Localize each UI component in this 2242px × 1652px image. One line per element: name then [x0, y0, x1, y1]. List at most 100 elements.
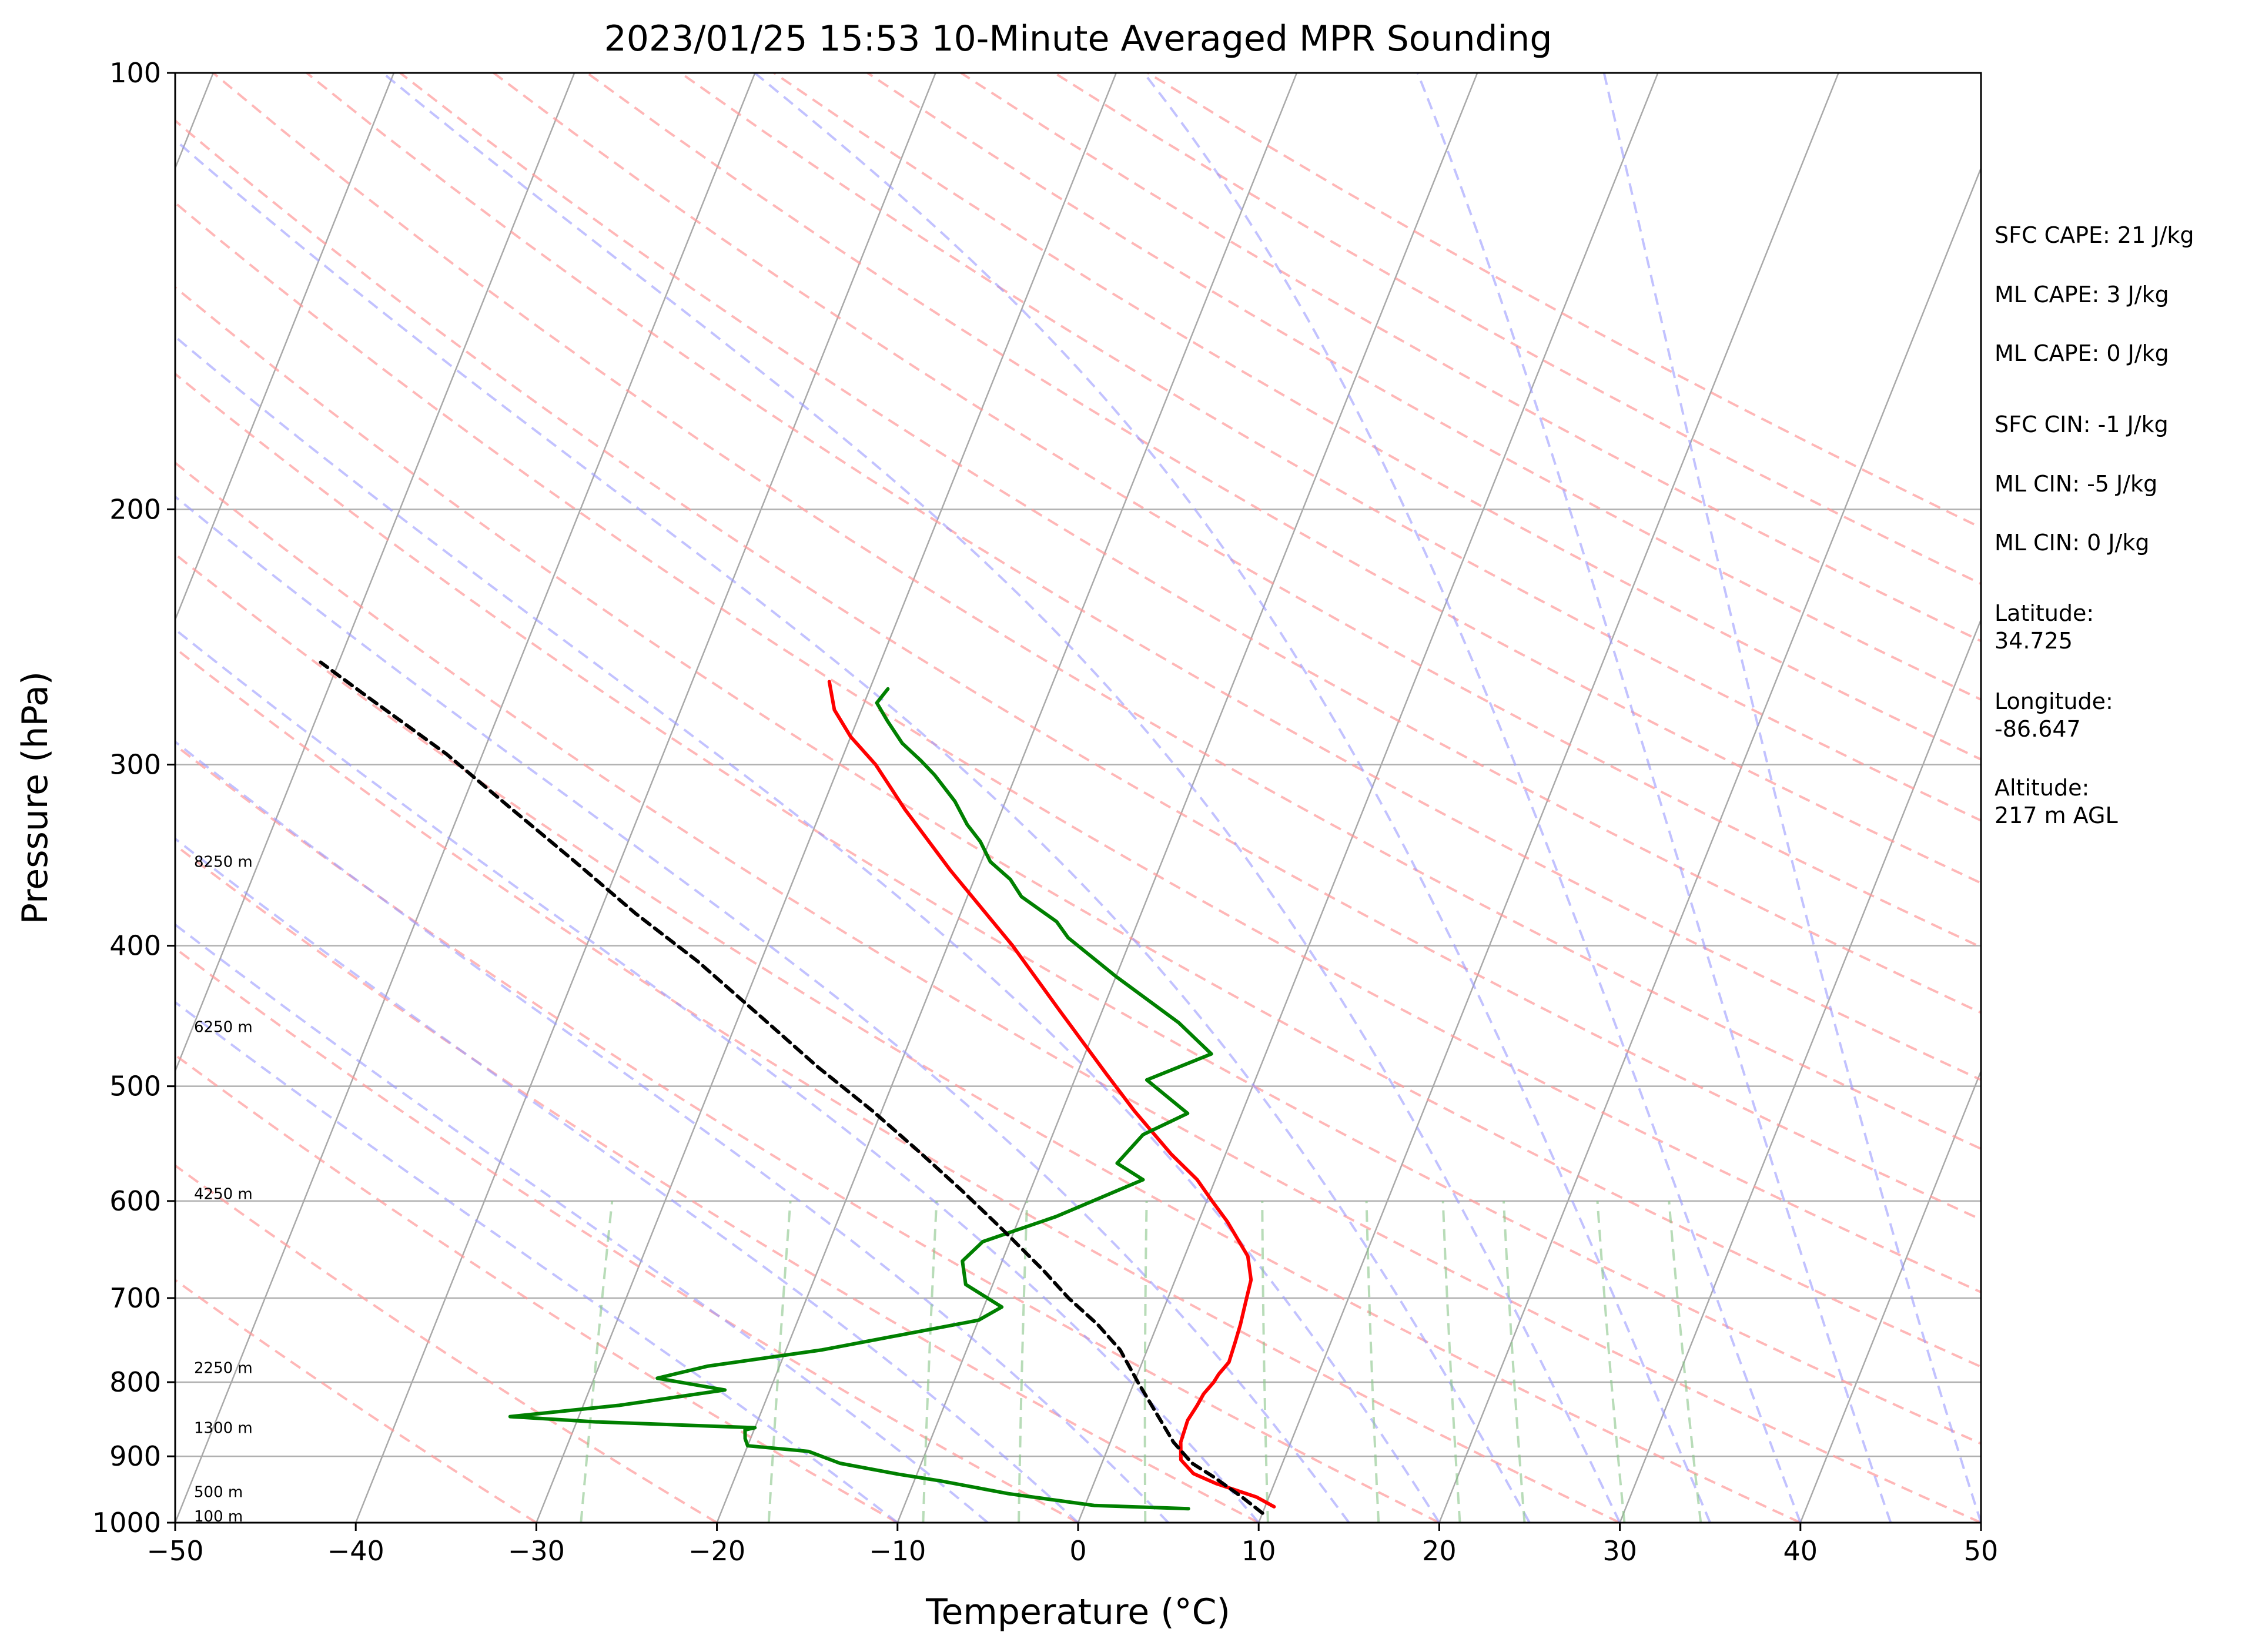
stat-label: ML CAPE: 0 J/kg	[1995, 340, 2169, 366]
height-label: 500 m	[194, 1483, 243, 1501]
x-axis: −50 −40 −30 −20 −10 0 10 20 30 40 50	[146, 1523, 1998, 1567]
moist-adiabat-line	[754, 73, 1712, 1523]
isotherm-line	[896, 73, 1478, 1523]
height-label: 6250 m	[194, 1019, 253, 1036]
dry-adiabat-line	[175, 372, 1981, 1445]
x-tick-label: 20	[1422, 1535, 1457, 1567]
moist-adiabat-line	[175, 628, 1260, 1523]
mixing-ratio-line	[580, 1200, 614, 1523]
chart-title: 2023/01/25 15:53 10-Minute Averaged MPR …	[604, 18, 1552, 59]
dry-adiabat-line	[175, 553, 1801, 1523]
isotherm-line	[536, 73, 1117, 1523]
y-tick-label: 100	[109, 57, 161, 89]
isotherm-line	[175, 73, 575, 1074]
stat-label: SFC CAPE: 21 J/kg	[1995, 222, 2194, 248]
moist-adiabat-line	[1602, 73, 1981, 1523]
location-value: 217 m AGL	[1995, 802, 2118, 828]
mixing-ratio-line	[1441, 1200, 1461, 1523]
location-value: -86.647	[1995, 716, 2081, 742]
isotherm-line	[1799, 1069, 1981, 1523]
y-tick-label: 600	[109, 1185, 161, 1217]
dry-adiabat-line	[175, 947, 1079, 1523]
x-tick-label: 0	[1069, 1535, 1086, 1567]
moist-adiabat-line	[1143, 73, 1802, 1523]
y-tick-label: 200	[109, 493, 161, 525]
mixing-ratio-line	[1018, 1200, 1029, 1523]
x-tick-label: −10	[869, 1535, 926, 1567]
dry-adiabat-line	[175, 461, 1981, 1523]
stat-label: ML CAPE: 3 J/kg	[1995, 282, 2169, 307]
y-tick-label: 1000	[92, 1507, 161, 1539]
isotherm-line	[1258, 73, 1839, 1523]
parcel-profile-line	[319, 660, 1264, 1515]
location-label: Altitude:	[1995, 775, 2089, 801]
stat-label: SFC CIN: -1 J/kg	[1995, 412, 2169, 437]
height-label: 8250 m	[194, 854, 253, 871]
stat-label: ML CIN: 0 J/kg	[1995, 530, 2149, 556]
dry-adiabat-line	[175, 1054, 898, 1523]
y-tick-label: 300	[109, 749, 161, 781]
moist-adiabat-line	[175, 837, 1079, 1523]
isotherm-line	[1619, 617, 1981, 1523]
x-axis-label: Temperature (°C)	[925, 1591, 1230, 1633]
mixing-ratio-line	[1668, 1200, 1702, 1523]
dry-adiabat-line	[175, 119, 1981, 1221]
y-tick-label: 800	[109, 1366, 161, 1398]
dry-adiabat-line	[175, 844, 1260, 1523]
dry-adiabat-line	[680, 73, 1981, 822]
stat-label: ML CIN: -5 J/kg	[1995, 471, 2157, 497]
dry-adiabat-line	[866, 73, 1981, 701]
location-label: Latitude:	[1995, 600, 2094, 626]
moist-adiabat-line	[175, 335, 1441, 1523]
mixing-ratio-line	[1365, 1200, 1380, 1523]
x-tick-label: 40	[1783, 1535, 1818, 1567]
dry-adiabat-line	[175, 286, 1981, 1369]
location-value: 34.725	[1995, 628, 2073, 654]
temperature-profile-line	[827, 680, 1276, 1509]
y-tick-label: 400	[109, 930, 161, 962]
dry-adiabat-line	[212, 73, 1981, 1151]
isotherm-line	[175, 73, 395, 622]
moist-adiabat-line	[175, 1001, 899, 1523]
height-label: 2250 m	[194, 1360, 253, 1377]
y-tick-label: 700	[109, 1282, 161, 1314]
x-tick-label: −20	[688, 1535, 745, 1567]
dry-adiabat-line	[306, 73, 1981, 1082]
isotherm-line	[1077, 73, 1659, 1523]
dewpoint-profile-line	[508, 687, 1213, 1511]
x-tick-label: 10	[1242, 1535, 1276, 1567]
dry-adiabat-line	[175, 1278, 537, 1523]
y-axis-label: Pressure (hPa)	[15, 671, 56, 924]
mixing-ratio-line	[1596, 1200, 1626, 1523]
dry-adiabat-line	[773, 73, 1981, 761]
stats-panel: SFC CAPE: 21 J/kg ML CAPE: 3 J/kg ML CAPE:…	[1995, 222, 2194, 828]
x-tick-label: 50	[1964, 1535, 1999, 1567]
moist-adiabat-line	[382, 73, 1621, 1523]
x-tick-label: −50	[146, 1535, 203, 1567]
moist-adiabat-line	[1416, 73, 1892, 1523]
isotherm-line	[1438, 166, 1981, 1523]
y-axis: 100 200 300 400 500 600 700 800 900 1000	[92, 57, 175, 1539]
height-label: 4250 m	[194, 1185, 253, 1203]
height-label: 1300 m	[194, 1419, 253, 1437]
isotherm-line	[716, 73, 1298, 1523]
y-tick-label: 500	[109, 1071, 161, 1102]
mixing-ratio-line	[1503, 1200, 1526, 1523]
x-tick-label: −30	[508, 1535, 565, 1567]
x-tick-label: −40	[327, 1535, 384, 1567]
dry-adiabat-line	[175, 744, 1440, 1523]
mixing-ratio-line	[1143, 1200, 1148, 1523]
dry-adiabat-line	[175, 647, 1621, 1523]
isotherm-line	[355, 73, 936, 1523]
y-tick-label: 900	[109, 1440, 161, 1472]
dry-adiabat-line	[175, 201, 1981, 1294]
moist-adiabat-line	[175, 495, 1350, 1523]
mixing-ratio-line	[767, 1200, 792, 1523]
moist-adiabat-line	[175, 138, 1531, 1523]
location-label: Longitude:	[1995, 688, 2113, 714]
isotherm-line	[175, 73, 756, 1523]
x-tick-label: 30	[1602, 1535, 1637, 1567]
